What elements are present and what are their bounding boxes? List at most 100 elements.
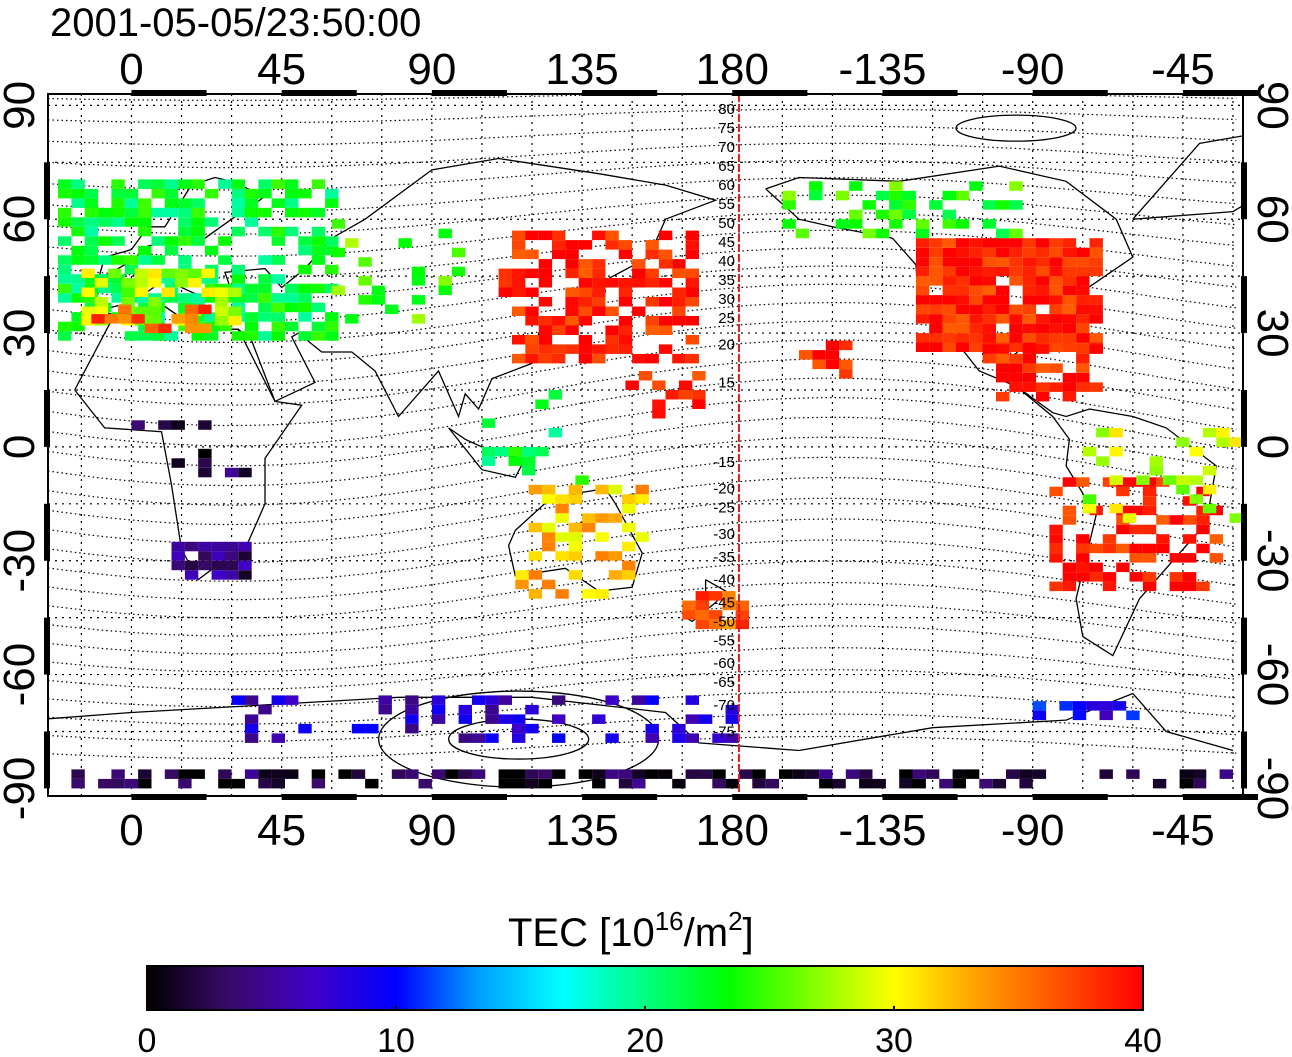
tec-cell — [1189, 446, 1203, 457]
tec-cell — [542, 532, 556, 542]
tec-cell — [645, 297, 659, 307]
tec-cell — [525, 353, 539, 364]
tec-cell — [325, 198, 339, 208]
tec-cell — [925, 769, 940, 779]
tec-cell — [645, 695, 659, 705]
tec-cell — [515, 570, 529, 580]
tec-cell — [1062, 391, 1077, 402]
tec-cell — [1176, 484, 1190, 495]
tec-cell — [805, 769, 820, 779]
tec-cell — [258, 704, 272, 715]
tec-cell — [325, 321, 339, 332]
tec-cell — [969, 342, 983, 352]
tec-cell — [238, 541, 252, 552]
tec-cell — [782, 190, 796, 201]
tec-cell — [658, 344, 673, 354]
tec-cell — [592, 287, 606, 297]
tec-cell — [171, 314, 185, 324]
tec-cell — [231, 274, 245, 284]
tec-cell — [1179, 778, 1193, 789]
tec-cell — [1049, 553, 1063, 563]
mlat-contour — [48, 560, 1237, 619]
tec-cell — [622, 494, 636, 504]
tec-cell — [1062, 342, 1077, 352]
tec-cell — [271, 293, 285, 303]
frame-bar-bottom — [582, 794, 658, 800]
tec-cell — [198, 420, 212, 430]
tec-cell — [982, 295, 996, 305]
tec-cell — [164, 769, 179, 779]
tec-cell — [365, 778, 379, 789]
tec-cell — [1049, 257, 1063, 267]
tec-cell — [1049, 247, 1063, 258]
tec-cell — [658, 297, 673, 307]
tec-cell — [198, 541, 212, 552]
tec-cell — [184, 560, 199, 571]
tec-cell — [1076, 266, 1090, 277]
tec-cell — [555, 513, 569, 523]
tec-cell — [151, 255, 165, 265]
tec-cell — [151, 236, 165, 246]
tec-cell — [244, 283, 259, 294]
tec-cell — [84, 207, 99, 218]
tec-cell — [685, 287, 699, 297]
tec-cell — [81, 306, 95, 316]
tec-cell — [1009, 228, 1023, 239]
tec-cell — [1009, 238, 1023, 248]
tec-cell — [311, 321, 326, 332]
tec-cell — [1076, 543, 1090, 554]
tec-cell — [568, 494, 583, 504]
tec-cell — [258, 179, 272, 189]
tec-cell — [244, 188, 259, 199]
tec-cell — [1196, 581, 1210, 592]
tec-cell — [1089, 314, 1103, 324]
right-lat-tick-label: -60 — [1248, 643, 1292, 707]
tec-cell — [542, 494, 556, 504]
tec-cell — [992, 778, 1007, 789]
tec-cell — [1072, 710, 1087, 721]
tec-cell — [271, 226, 285, 237]
bottom-longitude-axis: 0 45 90 135 180 -135 -90 -45 — [119, 806, 1215, 855]
tec-cell — [672, 287, 686, 297]
tec-cell — [605, 733, 619, 743]
tec-cell — [98, 255, 112, 265]
tec-cell — [782, 200, 796, 210]
tec-cell — [351, 769, 366, 779]
tec-cell — [1142, 581, 1157, 592]
tec-cell — [849, 181, 863, 191]
tec-cell — [565, 344, 579, 354]
tec-cell — [385, 304, 399, 315]
tec-cell — [418, 778, 432, 789]
colorbar-tick-label: 0 — [138, 1022, 157, 1057]
tec-cell — [708, 610, 723, 620]
tec-cell — [204, 331, 219, 341]
tec-cell — [618, 287, 633, 297]
tec-cell — [325, 264, 339, 275]
tec-cell — [512, 249, 526, 260]
bottom-lon-tick-label: -135 — [838, 806, 926, 855]
tec-cell — [84, 293, 99, 303]
tec-cell — [1009, 181, 1023, 191]
tec-cell — [174, 268, 189, 279]
tec-cell — [685, 695, 699, 705]
tec-cell — [124, 217, 139, 227]
tec-cell — [458, 704, 472, 715]
tec-cell — [1082, 494, 1097, 504]
tec-cell — [942, 247, 956, 258]
colorbar — [146, 965, 1144, 1011]
tec-cell — [682, 610, 696, 620]
tec-cell — [1116, 543, 1130, 554]
tec-cell — [678, 380, 693, 390]
tec-cell — [1049, 581, 1063, 592]
tec-cell — [929, 304, 943, 315]
tec-cell — [481, 446, 496, 457]
tec-cell — [578, 353, 593, 364]
tec-cell — [285, 769, 299, 779]
tec-cell — [632, 695, 646, 705]
tec-cell — [969, 238, 983, 248]
tec-cell — [178, 778, 192, 789]
tec-cell — [1009, 200, 1023, 210]
tec-cell — [512, 278, 526, 288]
tec-cell — [498, 714, 512, 724]
